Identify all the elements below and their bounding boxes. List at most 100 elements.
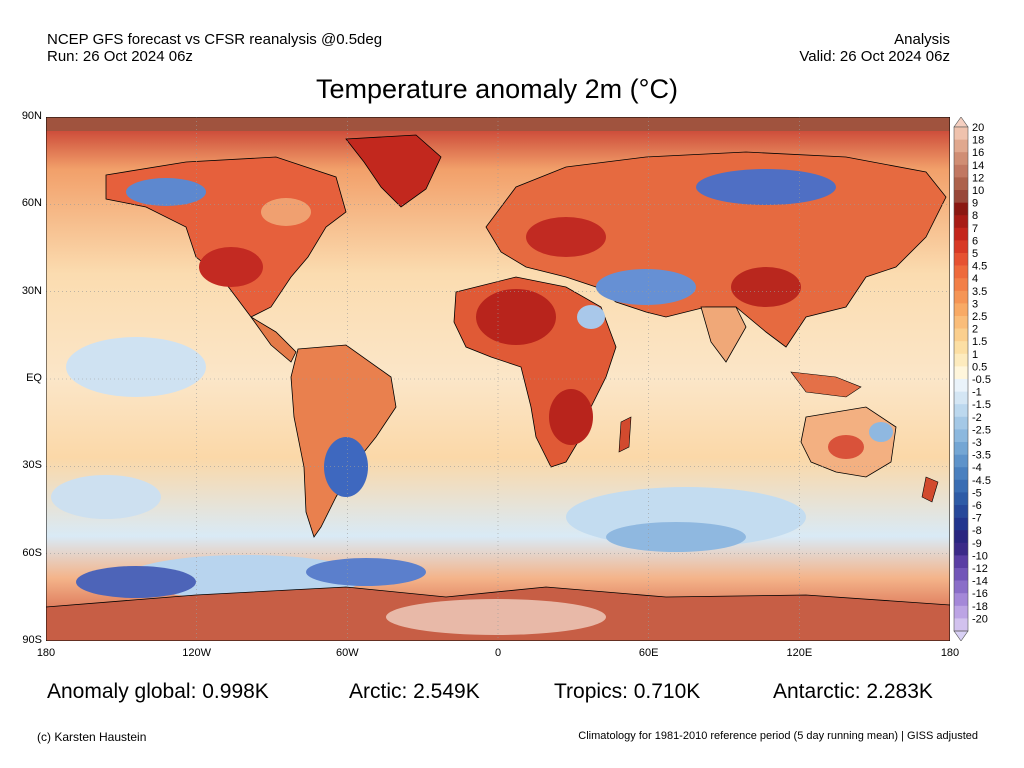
map-gridlines [46,117,950,641]
colorbar-label: -18 [972,601,988,613]
colorbar-swatch [954,164,968,178]
latitude-label: 60N [21,197,42,210]
alaska-cold-patch [126,178,206,206]
colorbar-swatch [954,593,968,607]
middle-east-cold-patch [596,269,696,305]
latitude-label: 90S [22,634,42,646]
colorbar-swatch [954,479,968,493]
latitude-label: 60S [22,546,42,559]
colorbar-swatch [954,177,968,191]
colorbar-swatch [954,328,968,342]
colorbar-swatch [954,379,968,392]
colorbar-swatch [954,404,968,418]
indonesia-land [790,371,862,398]
latitude-label: 30S [22,459,42,472]
colorbar-swatch [954,366,968,380]
colorbar-swatch [954,202,968,216]
copyright-credit: (c) Karsten Haustein [37,730,147,744]
southern-africa-warm-patch [549,389,593,445]
colorbar-swatch [954,127,968,140]
colorbar-legend: 201816141210987654.543.532.521.510.5-0.5… [953,117,991,641]
colorbar-label: 3 [972,298,978,310]
colorbar-swatch [954,530,968,544]
longitude-label: 60E [638,647,659,659]
greenland-land [345,134,442,208]
temperature-anomaly-map [46,117,950,641]
colorbar-label: 5 [972,248,978,260]
longitude-label: 120W [182,647,212,659]
colorbar-swatch [954,618,968,632]
colorbar-swatch [954,139,968,153]
colorbar-label: -2.5 [972,424,991,436]
colorbar-swatch [954,429,968,443]
colorbar-swatch [954,517,968,531]
colorbar-label: -9 [972,538,982,550]
colorbar-top-arrow [953,117,969,128]
header-run-time: Run: 26 Oct 2024 06z [47,48,193,65]
colorbar-label: -14 [972,576,988,588]
stat-arctic-anomaly: Arctic: 2.549K [349,680,480,703]
stat-global-anomaly: Anomaly global: 0.998K [47,680,269,703]
colorbar-label: 18 [972,135,984,147]
colorbar-label: -8 [972,525,982,537]
colorbar-label: 2 [972,324,978,336]
colorbar-label: -3 [972,437,982,449]
longitude-label: 180 [940,647,960,659]
longitude-label: 60W [336,647,359,659]
colorbar-swatch [954,416,968,430]
colorbar-label: 6 [972,235,978,247]
latitude-label: 30N [21,284,42,297]
canada-warm-patch [261,198,311,226]
latitude-label: 90N [21,110,42,122]
colorbar-swatch [954,253,968,266]
colorbar-label: -7 [972,513,982,525]
colorbar-label: -4 [972,462,982,474]
colorbar-swatch [954,240,968,254]
map-title: Temperature anomaly 2m (°C) [316,74,678,104]
header-valid-time: Valid: 26 Oct 2024 06z [799,48,950,65]
colorbar-label: -1 [972,387,982,399]
colorbar-label: 0.5 [972,361,987,373]
colorbar-label: -20 [972,613,988,625]
colorbar-swatch [954,341,968,355]
longitude-label: 180 [36,647,56,659]
argentina-cold-patch [324,437,368,497]
colorbar-label: 10 [972,185,984,197]
east-australia-cool-patch [869,422,893,442]
colorbar-swatch [954,568,968,581]
colorbar-label: 2.5 [972,311,987,323]
colorbar-swatch [954,278,968,292]
colorbar-swatch [954,391,968,405]
new-zealand-land [921,476,939,503]
colorbar-swatch [954,605,968,619]
colorbar-label: 14 [972,160,984,172]
latitude-label: EQ [26,372,42,384]
colorbar-swatch [954,290,968,304]
ross-sea-cold-patch [76,566,196,598]
colorbar-label: 8 [972,210,978,222]
stat-antarctic-anomaly: Antarctic: 2.283K [773,680,933,703]
europe-warm-patch [526,217,606,257]
colorbar-swatch [954,442,968,455]
drake-cold-patch [306,558,426,586]
colorbar-swatch [954,542,968,556]
colorbar-swatch [954,316,968,329]
central-america-land [250,316,297,363]
header-analysis-label: Analysis [894,31,950,48]
colorbar-swatch [954,467,968,481]
colorbar-label: 16 [972,147,984,159]
longitude-label: 120E [786,647,813,659]
colorbar-swatch [954,227,968,241]
stat-tropics-anomaly: Tropics: 0.710K [554,680,701,703]
colorbar-label: -4.5 [972,475,991,487]
pacific-cool-patch [66,337,206,397]
colorbar-label: 20 [972,122,984,134]
colorbar-label: -0.5 [972,374,991,386]
colorbar-swatch [954,215,968,229]
colorbar-label: 9 [972,198,978,210]
colorbar-swatch [954,505,968,518]
colorbar-label: 12 [972,172,984,184]
colorbar-label: 1.5 [972,336,987,348]
antarctic-plateau-patch [386,599,606,635]
colorbar-swatch [954,152,968,166]
